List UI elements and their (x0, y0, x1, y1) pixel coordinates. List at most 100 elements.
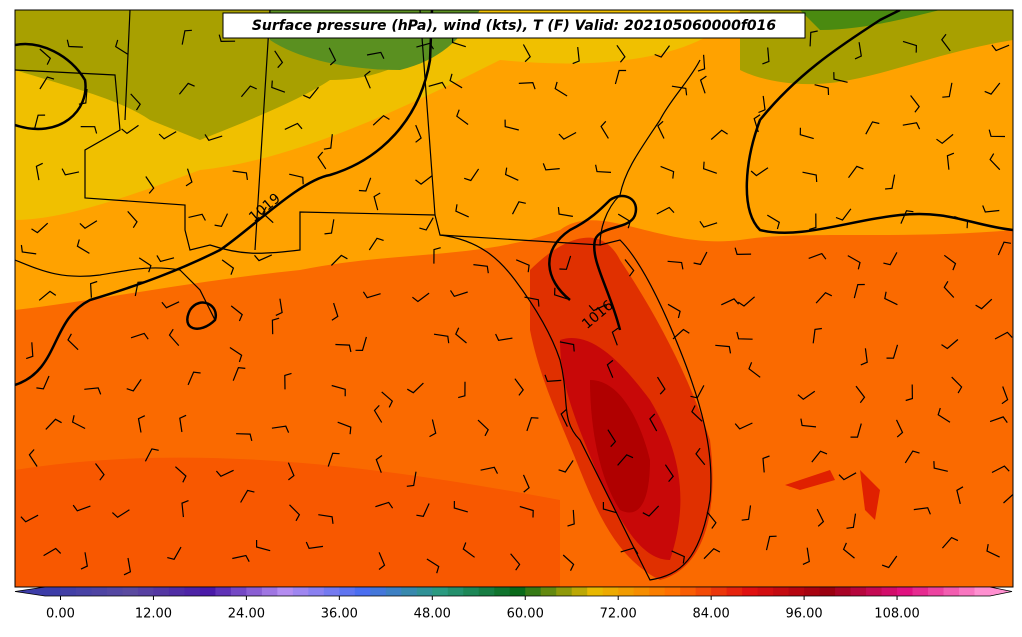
colorbar-segment (168, 587, 185, 596)
wind-barb (433, 333, 450, 344)
wind-barb (734, 422, 753, 430)
wind-barb (419, 217, 434, 231)
wind-barb (335, 343, 352, 353)
colorbar-segment (711, 587, 728, 596)
wind-barb (167, 546, 182, 560)
wind-barb (797, 390, 816, 400)
wind-barb (121, 124, 139, 135)
wind-barb (188, 213, 206, 221)
wind-barb (20, 514, 39, 523)
wind-barb (318, 514, 334, 524)
wind-barb (428, 81, 447, 89)
wind-barb (900, 210, 914, 224)
wind-barb (214, 213, 229, 227)
colorbar-extend-high (990, 587, 1012, 596)
wind-barb (232, 554, 250, 562)
wind-barb (80, 552, 88, 570)
wind-barb (515, 259, 530, 273)
wind-barb (737, 296, 755, 307)
wind-barb (240, 85, 257, 98)
wind-barb (271, 425, 290, 433)
wind-barb (67, 333, 79, 351)
colorbar-segment (447, 587, 464, 596)
wind-barb (144, 448, 159, 462)
wind-barb (232, 367, 246, 381)
wind-barb (375, 501, 394, 509)
wind-barb (910, 95, 920, 113)
colorbar-segment (153, 587, 170, 596)
colorbar-segment (354, 587, 371, 596)
colorbar-segment (184, 587, 201, 596)
wind-barb (672, 328, 690, 340)
wind-barb (833, 72, 848, 83)
colorbar-segment (339, 587, 356, 596)
wind-barb (66, 39, 83, 48)
wind-barb (89, 280, 98, 298)
colorbar-segment (912, 587, 929, 596)
colorbar-segment (106, 587, 123, 596)
colorbar-segment (695, 587, 712, 596)
wind-barb (850, 423, 862, 438)
colorbar-segment (308, 587, 325, 596)
wind-barb (697, 54, 706, 72)
colorbar-tick-label: 48.00 (414, 607, 451, 622)
wind-barb (76, 239, 90, 254)
wind-barb (809, 30, 818, 47)
wind-barb (426, 558, 440, 574)
colorbar-segment (230, 587, 247, 596)
wind-barb (236, 433, 253, 442)
wind-barb (406, 471, 417, 487)
wind-barb (942, 82, 953, 98)
wind-barb (558, 131, 577, 140)
wind-barb (230, 305, 243, 322)
wind-barb (473, 264, 489, 274)
wind-barb (943, 280, 955, 298)
wind-barb (123, 557, 132, 576)
wind-barb (215, 469, 234, 478)
colorbar-segment (199, 587, 216, 596)
wind-barb (988, 129, 1006, 138)
wind-barb (522, 474, 530, 493)
colorbar-segment (215, 587, 232, 596)
colorbar-segment (556, 587, 573, 596)
wind-barb (721, 298, 740, 306)
wind-barb (691, 405, 703, 422)
wind-barb (989, 416, 1008, 423)
wind-barb (39, 76, 55, 90)
wind-barb (989, 153, 1001, 171)
colorbar-segment (819, 587, 836, 596)
wind-barb (904, 450, 920, 464)
wind-barb (741, 505, 752, 521)
colorbar-tick-label: 96.00 (785, 607, 822, 622)
wind-barb (695, 447, 706, 466)
wind-barb (562, 554, 575, 571)
title-box (222, 12, 806, 39)
wind-barb (28, 449, 38, 467)
wind-barb (458, 381, 466, 399)
wind-barb (753, 114, 761, 133)
wind-barb (902, 40, 918, 53)
wind-barb (504, 167, 519, 181)
wind-barb (429, 419, 437, 438)
wind-barb (664, 464, 674, 482)
colorbar-segment (122, 587, 139, 596)
wind-barb (895, 419, 904, 438)
colorbar-segment (618, 587, 635, 596)
wind-barb (364, 70, 371, 89)
colorbar-tick-label: 72.00 (600, 607, 637, 622)
wind-barb (284, 372, 292, 390)
colorbar-extend-low (15, 587, 45, 596)
wind-barb (885, 174, 896, 190)
wind-barb (412, 292, 430, 303)
wind-barb (181, 500, 189, 518)
wind-barb (656, 376, 666, 395)
wind-barb (416, 42, 435, 50)
colorbar-segment (137, 587, 154, 596)
wind-barb (766, 214, 781, 230)
wind-barb (554, 81, 568, 97)
wind-barb (455, 204, 469, 218)
wind-barb (607, 429, 617, 448)
wind-barb (20, 244, 37, 255)
wind-barb (185, 168, 193, 187)
wind-barb (750, 167, 769, 177)
